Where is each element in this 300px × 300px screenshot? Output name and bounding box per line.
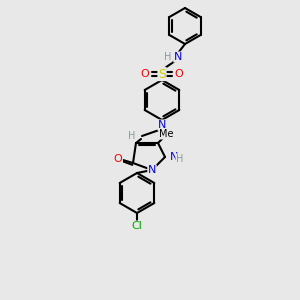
Text: N: N	[174, 52, 182, 62]
Text: O: O	[175, 69, 183, 79]
Text: Me: Me	[159, 129, 173, 139]
Text: H: H	[164, 52, 171, 62]
Text: H: H	[128, 131, 135, 141]
Text: S: S	[158, 68, 166, 80]
Text: N: N	[158, 120, 166, 130]
Text: O: O	[141, 69, 149, 79]
Text: N: N	[170, 152, 178, 162]
Text: N: N	[148, 165, 156, 175]
Text: Cl: Cl	[132, 221, 142, 231]
Text: O: O	[114, 154, 122, 164]
Text: H: H	[176, 154, 183, 164]
